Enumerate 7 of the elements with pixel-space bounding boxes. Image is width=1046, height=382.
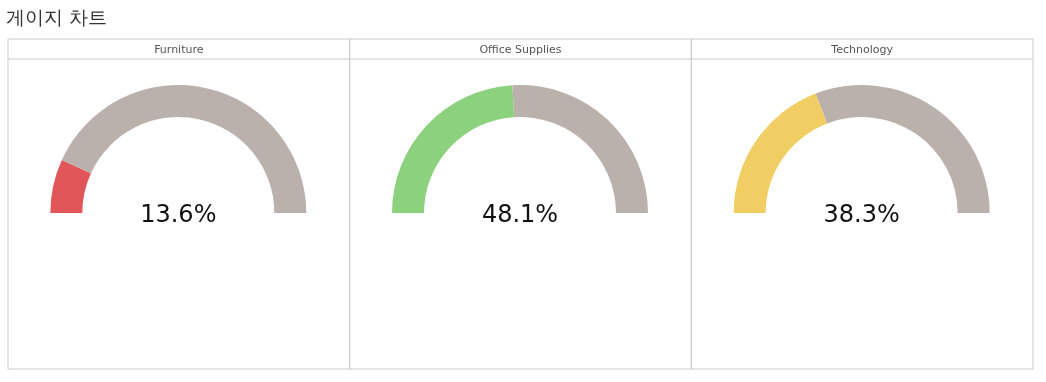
text: 게이지 차트 xyxy=(6,6,108,28)
chart-title: Office Supplies xyxy=(479,43,562,56)
text: 13.6% xyxy=(140,200,217,228)
chart-title: Technology xyxy=(830,43,894,56)
text: 48.1% xyxy=(481,200,559,228)
chart-title: Furniture xyxy=(154,43,204,56)
text: 38.3% xyxy=(823,200,900,228)
